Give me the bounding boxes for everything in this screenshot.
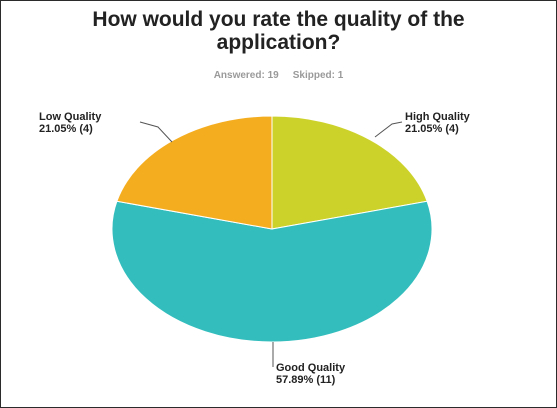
slice-percent-high-quality: 21.05% (4) <box>405 123 459 135</box>
pie-slice-good-quality <box>111 200 433 343</box>
chart-title: How would you rate the quality of the ap… <box>0 8 557 54</box>
slice-percent-low-quality: 21.05% (4) <box>39 123 93 135</box>
pie-slice-high-quality <box>271 115 428 230</box>
leader-line-high-quality <box>374 121 403 138</box>
slice-percent-good-quality: 57.89% (11) <box>276 374 336 386</box>
leader-line-low-quality <box>139 121 173 143</box>
slice-label-high-quality: High Quality <box>405 111 471 123</box>
skipped-count: Skipped: 1 <box>292 70 344 81</box>
pie-leader-lines <box>139 121 403 367</box>
chart-title-line-1: How would you rate the quality of the <box>92 8 465 31</box>
slice-label-good-quality: Good Quality <box>276 362 346 374</box>
pie-slices <box>111 115 433 343</box>
chart-title-line-2: application? <box>216 31 341 54</box>
response-stats: Answered: 19 Skipped: 1 <box>0 70 557 81</box>
slice-label-low-quality: Low Quality <box>39 111 102 123</box>
pie-slice-low-quality <box>116 115 273 230</box>
answered-count: Answered: 19 <box>213 70 279 81</box>
